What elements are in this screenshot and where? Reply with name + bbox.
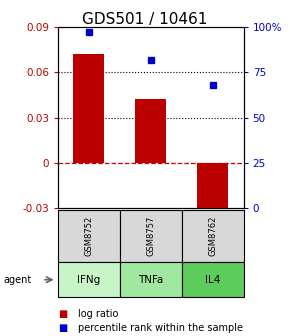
Text: ■: ■ (58, 309, 67, 319)
Text: IFNg: IFNg (77, 275, 101, 285)
Bar (197, 163, 228, 220)
Text: log ratio: log ratio (78, 309, 119, 319)
Bar (135, 99, 166, 163)
Bar (73, 54, 104, 163)
Text: TNFa: TNFa (138, 275, 164, 285)
Text: GSM8762: GSM8762 (208, 216, 217, 256)
Text: IL4: IL4 (205, 275, 220, 285)
Text: percentile rank within the sample: percentile rank within the sample (78, 323, 243, 333)
Text: ■: ■ (58, 323, 67, 333)
Text: agent: agent (3, 275, 31, 285)
Text: GSM8757: GSM8757 (146, 216, 155, 256)
Text: GDS501 / 10461: GDS501 / 10461 (82, 12, 208, 27)
Text: GSM8752: GSM8752 (84, 216, 93, 256)
